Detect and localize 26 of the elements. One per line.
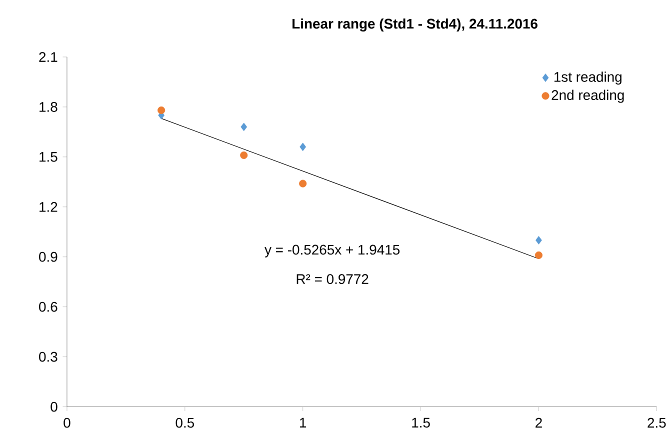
point — [240, 152, 248, 160]
y-tick-label: 1.5 — [40, 152, 58, 162]
y-tick-label: 0.9 — [39, 252, 58, 262]
legend-label: 1st reading — [554, 72, 622, 85]
y-tick-label: 0 — [50, 402, 58, 412]
x-tick-label: 2.5 — [648, 418, 666, 428]
y-tick-label: 0.3 — [39, 352, 58, 362]
y-tick-label: 2.1 — [39, 52, 58, 62]
chart-title: Linear range (Std1 - Std4), 24.11.2016 — [292, 18, 538, 32]
annotation: R² = 0.9772 — [296, 274, 368, 284]
x-tick-label: 1.5 — [412, 418, 430, 428]
x-tick-label: 0.5 — [176, 418, 194, 428]
x-tick-label: 0 — [64, 418, 70, 428]
point — [240, 122, 248, 132]
y-tick-label: 1.8 — [40, 102, 58, 112]
point — [158, 106, 166, 114]
annotation: y = -0.5265x + 1.9415 — [264, 244, 400, 258]
y-tick-label: 1.2 — [40, 202, 58, 212]
point — [534, 252, 543, 260]
point — [536, 236, 542, 244]
y-tick-label: 0.6 — [39, 302, 58, 312]
x-tick-label: 2 — [536, 418, 542, 428]
x-tick-label: 1 — [300, 418, 306, 428]
legend-label: 2nd reading — [552, 90, 624, 103]
point — [299, 180, 307, 188]
point — [300, 142, 306, 152]
